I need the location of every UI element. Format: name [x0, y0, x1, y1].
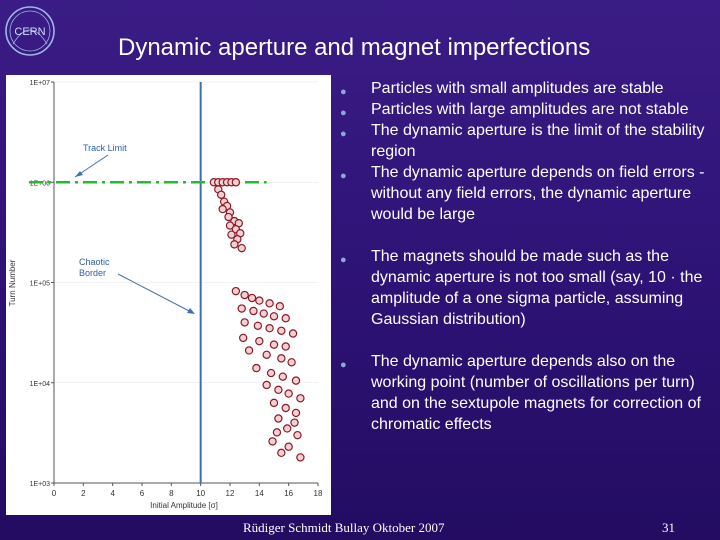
x-tick-label: 14 — [255, 489, 264, 498]
data-point — [272, 428, 282, 437]
data-point — [247, 293, 257, 303]
y-tick-label: 1E+03 — [30, 481, 51, 488]
chaotic-border-annotation-1: Chaotic — [79, 257, 110, 267]
data-point — [255, 336, 264, 346]
x-tick-label: 10 — [196, 489, 205, 498]
data-point — [274, 414, 283, 423]
data-point — [237, 304, 246, 313]
data-point — [237, 243, 246, 253]
bullet-item: ● The dynamic aperture is the limit of th… — [340, 122, 705, 160]
data-point — [225, 221, 235, 230]
data-point — [218, 204, 227, 214]
data-point — [269, 398, 279, 408]
x-tick-label: 4 — [110, 489, 115, 498]
data-point — [230, 240, 239, 249]
data-point — [287, 358, 296, 367]
bullet-dot-icon: ● — [340, 254, 347, 266]
x-tick-label: 12 — [226, 489, 235, 498]
bullet-item: ● Particles with large amplitudes are not… — [338, 99, 718, 120]
bullet-item: ● The dynamic aperture depends also on th… — [340, 353, 701, 433]
data-point — [291, 408, 301, 418]
data-point — [284, 389, 293, 398]
data-point — [231, 178, 241, 187]
cern-logo: CERN — [5, 6, 55, 56]
y-tick-label: 1E+06 — [30, 180, 51, 187]
x-tick-label: 8 — [169, 489, 174, 498]
bullet-item: ● The dynamic aperture depends on field e… — [340, 164, 705, 223]
data-point — [216, 190, 226, 199]
data-point — [253, 321, 263, 330]
data-point — [224, 212, 233, 222]
track-limit-annotation: Track Limit — [83, 143, 127, 153]
data-point — [281, 403, 290, 413]
data-point — [293, 430, 302, 440]
data-point — [231, 286, 241, 296]
data-point — [265, 324, 274, 333]
data-point — [284, 442, 293, 451]
data-point — [262, 350, 271, 360]
bullet-list: ● Particles with small amplitudes are sta… — [338, 78, 718, 435]
data-point — [240, 318, 249, 327]
page-title: Dynamic aperture and magnet imperfection… — [118, 34, 591, 61]
data-point — [281, 342, 290, 351]
data-point — [277, 354, 286, 363]
bullet-dot-icon: ● — [340, 107, 347, 119]
data-point — [277, 448, 286, 458]
data-point — [244, 346, 254, 355]
data-point — [281, 314, 290, 323]
data-point — [283, 424, 292, 433]
data-point — [296, 394, 305, 403]
bullet-dot-icon: ● — [340, 359, 347, 371]
footer-author: Rüdiger Schmidt Bullay Oktober 2007 — [243, 520, 445, 535]
data-point — [274, 385, 283, 395]
data-point — [266, 368, 276, 378]
data-point — [238, 333, 248, 343]
data-point — [255, 296, 264, 305]
data-point — [296, 453, 305, 462]
data-point — [290, 418, 299, 427]
chaotic-border-annotation-2: Border — [79, 268, 106, 278]
page-number: 31 — [662, 520, 675, 535]
x-tick-label: 6 — [140, 489, 145, 498]
chart-background — [6, 75, 331, 515]
bullet-item: ● Particles with small amplitudes are sta… — [338, 78, 718, 99]
x-axis-label: Initial Amplitude [σ] — [150, 501, 218, 510]
track-limit-arrowhead — [75, 171, 83, 177]
bullet-item: ● The magnets should be made such as the … — [340, 248, 703, 328]
x-tick-label: 16 — [284, 489, 293, 498]
data-point — [269, 340, 279, 349]
data-point — [259, 309, 268, 318]
x-tick-label: 2 — [81, 489, 86, 498]
data-point — [227, 230, 236, 239]
data-point — [277, 326, 286, 335]
data-point — [268, 437, 277, 446]
y-tick-label: 1E+05 — [30, 281, 51, 288]
y-tick-label: 1E+04 — [30, 381, 51, 388]
bullet-dot-icon: ● — [340, 170, 347, 182]
data-point — [240, 290, 249, 300]
bullet-dot-icon: ● — [340, 128, 347, 140]
data-point — [291, 376, 301, 385]
x-tick-label: 0 — [52, 489, 57, 498]
data-point — [278, 372, 287, 381]
chaotic-border-arrow — [117, 273, 194, 314]
bullet-dot-icon: ● — [340, 86, 347, 98]
chaotic-border-arrowhead — [187, 308, 195, 314]
dynamic-aperture-chart: 1E+07 1E+06 1E+05 1E+04 1E+03 0 2 4 6 8 10 12 14 16 1… — [6, 75, 331, 515]
data-point — [262, 380, 271, 390]
svg-text:CERN: CERN — [14, 26, 45, 38]
data-point — [288, 329, 298, 338]
data-point — [275, 302, 285, 311]
y-axis-label: Turn Number — [8, 259, 17, 306]
data-point — [249, 306, 258, 316]
data-point — [269, 312, 279, 321]
data-point — [252, 363, 261, 373]
y-tick-label: 1E+07 — [30, 80, 51, 87]
data-point — [265, 299, 274, 308]
x-tick-label: 18 — [314, 489, 323, 498]
